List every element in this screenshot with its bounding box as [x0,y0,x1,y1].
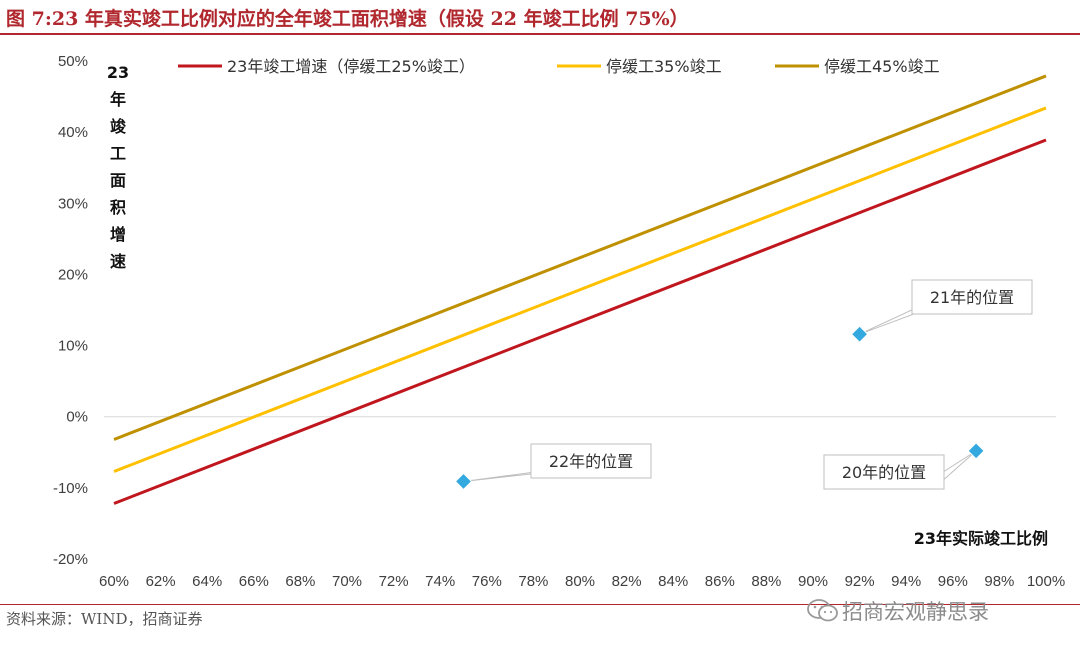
title-divider [0,33,1080,35]
x-tick-label: 68% [285,573,315,590]
callout-label: 21年的位置 [930,288,1014,307]
y-tick-label: 20% [58,266,88,283]
y-tick-label: 40% [58,124,88,141]
callout-box [911,279,1033,315]
x-tick-label: 92% [845,573,875,590]
x-tick-label: 78% [518,573,548,590]
x-tick-label: 96% [938,573,968,590]
data-point-marker [967,442,985,460]
y-tick-label: 50% [58,53,88,70]
x-tick-label: 98% [984,573,1014,590]
y-tick-label: -20% [53,551,88,568]
x-tick-label: 70% [332,573,362,590]
wechat-icon [807,599,838,622]
y-tick-label: 0% [66,409,88,426]
x-tick-label: 72% [379,573,409,590]
x-tick-label: 84% [658,573,688,590]
legend-label: 23年竣工增速（停缓工25%竣工） [227,57,475,76]
y-tick-label: 30% [58,195,88,212]
y-tick-label: -10% [53,480,88,497]
footer-divider [0,604,1080,605]
x-tick-label: 88% [751,573,781,590]
callout-box [823,454,945,490]
source-note: 资料来源：WIND，招商证券 [6,610,203,628]
x-tick-label: 100% [1027,573,1065,590]
x-tick-label: 80% [565,573,595,590]
series-line-3 [113,74,1047,441]
series-line-2 [113,106,1047,473]
watermark-text: 招商宏观静思录 [842,600,989,624]
series-line-1 [113,138,1047,505]
x-tick-label: 64% [192,573,222,590]
chart-area: 50% 40% 30% 20% 10% 0% -10% -20% 60% 62% 64% 66% 68… [53,53,1065,590]
x-tick-label: 94% [891,573,921,590]
x-tick-label: 62% [146,573,176,590]
x-tick-label: 74% [425,573,455,590]
x-tick-label: 82% [612,573,642,590]
x-tick-label: 60% [99,573,129,590]
figure-title: 图 7:23 年真实竣工比例对应的全年竣工面积增速（假设 22 年竣工比例 75… [6,8,689,30]
callout-label: 20年的位置 [842,463,926,482]
y-axis-label: 23 年竣工面积增速 [107,63,129,271]
y-tick-label: 10% [58,338,88,355]
legend-label: 停缓工45%竣工 [824,57,940,76]
callout-label: 22年的位置 [549,452,633,471]
data-point-marker [454,472,473,491]
legend-label: 停缓工35%竣工 [606,57,722,76]
callout-box [530,443,652,479]
x-axis-label: 23年实际竣工比例 [914,529,1048,548]
x-tick-label: 66% [239,573,269,590]
x-tick-label: 90% [798,573,828,590]
x-tick-label: 86% [705,573,735,590]
x-tick-label: 76% [472,573,502,590]
data-point-marker [850,325,869,343]
